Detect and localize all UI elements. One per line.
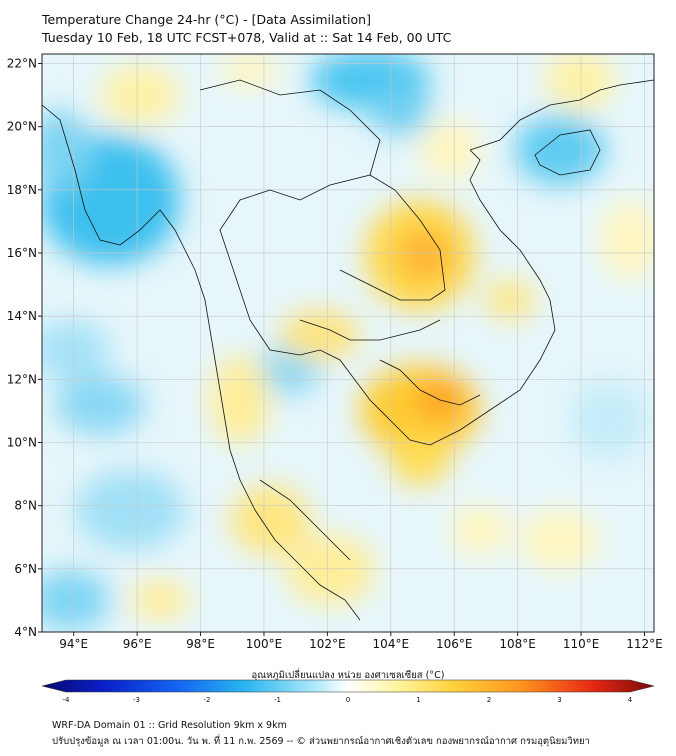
lon-tick-label: 106°E [436, 637, 473, 651]
coastlines-and-borders [42, 79, 654, 621]
lon-tick-label: 104°E [373, 637, 410, 651]
footer-credit: ปรับปรุงข้อมูล ณ เวลา 01:00น. วัน พ. ที่… [52, 736, 590, 747]
colorbar-tick-label: 0 [346, 696, 350, 704]
lat-tick-label: 16°N [7, 246, 37, 260]
colorbar-tick-label: 1 [416, 696, 420, 704]
colorbar-ticks: -4 -3 -2 -1 0 1 2 3 4 [63, 696, 633, 704]
temperature-field [42, 54, 654, 632]
colorbar-tick-label: -1 [274, 696, 281, 704]
lon-tick-label: 98°E [186, 637, 215, 651]
lon-tick-label: 112°E [626, 637, 663, 651]
lat-tick-label: 12°N [7, 372, 37, 386]
chart-title: Temperature Change 24-hr (°C) - [Data As… [42, 12, 371, 27]
lon-tick-label: 108°E [499, 637, 536, 651]
colorbar-tick-label: 3 [557, 696, 561, 704]
lat-tick-label: 8°N [14, 499, 37, 513]
lat-tick-label: 20°N [7, 120, 37, 134]
lon-tick-label: 94°E [59, 637, 88, 651]
colorbar-label: อุณหภูมิเปลี่ยนแปลง หน่วย องศาเซลเซียส (… [252, 668, 445, 681]
colorbar-tick-label: -2 [204, 696, 211, 704]
lon-tick-label: 102°E [309, 637, 346, 651]
chart-subtitle: Tuesday 10 Feb, 18 UTC FCST+078, Valid a… [42, 30, 452, 45]
colorbar-tick-label: -4 [63, 696, 71, 704]
lon-tick-label: 96°E [123, 637, 152, 651]
lat-tick-label: 22°N [7, 56, 37, 70]
colorbar-tick-label: -3 [133, 696, 140, 704]
lat-tick-label: 4°N [14, 625, 37, 639]
colorbar-tick-label: 2 [487, 696, 491, 704]
colorbar-tick-label: 4 [628, 696, 633, 704]
lat-tick-label: 14°N [7, 309, 37, 323]
lat-tick-label: 18°N [7, 183, 37, 197]
lon-tick-label: 100°E [246, 637, 283, 651]
colorbar [41, 679, 655, 693]
map-axes: 94°E 96°E 98°E 100°E 102°E 104°E 106°E 108°E 110… [7, 56, 663, 651]
lat-tick-label: 10°N [7, 435, 37, 449]
lon-tick-label: 110°E [563, 637, 600, 651]
lat-lon-gridlines [42, 54, 654, 632]
lat-tick-label: 6°N [14, 562, 37, 576]
map-frame [41, 53, 655, 633]
footer-resolution: WRF-DA Domain 01 :: Grid Resolution 9km … [52, 720, 287, 731]
